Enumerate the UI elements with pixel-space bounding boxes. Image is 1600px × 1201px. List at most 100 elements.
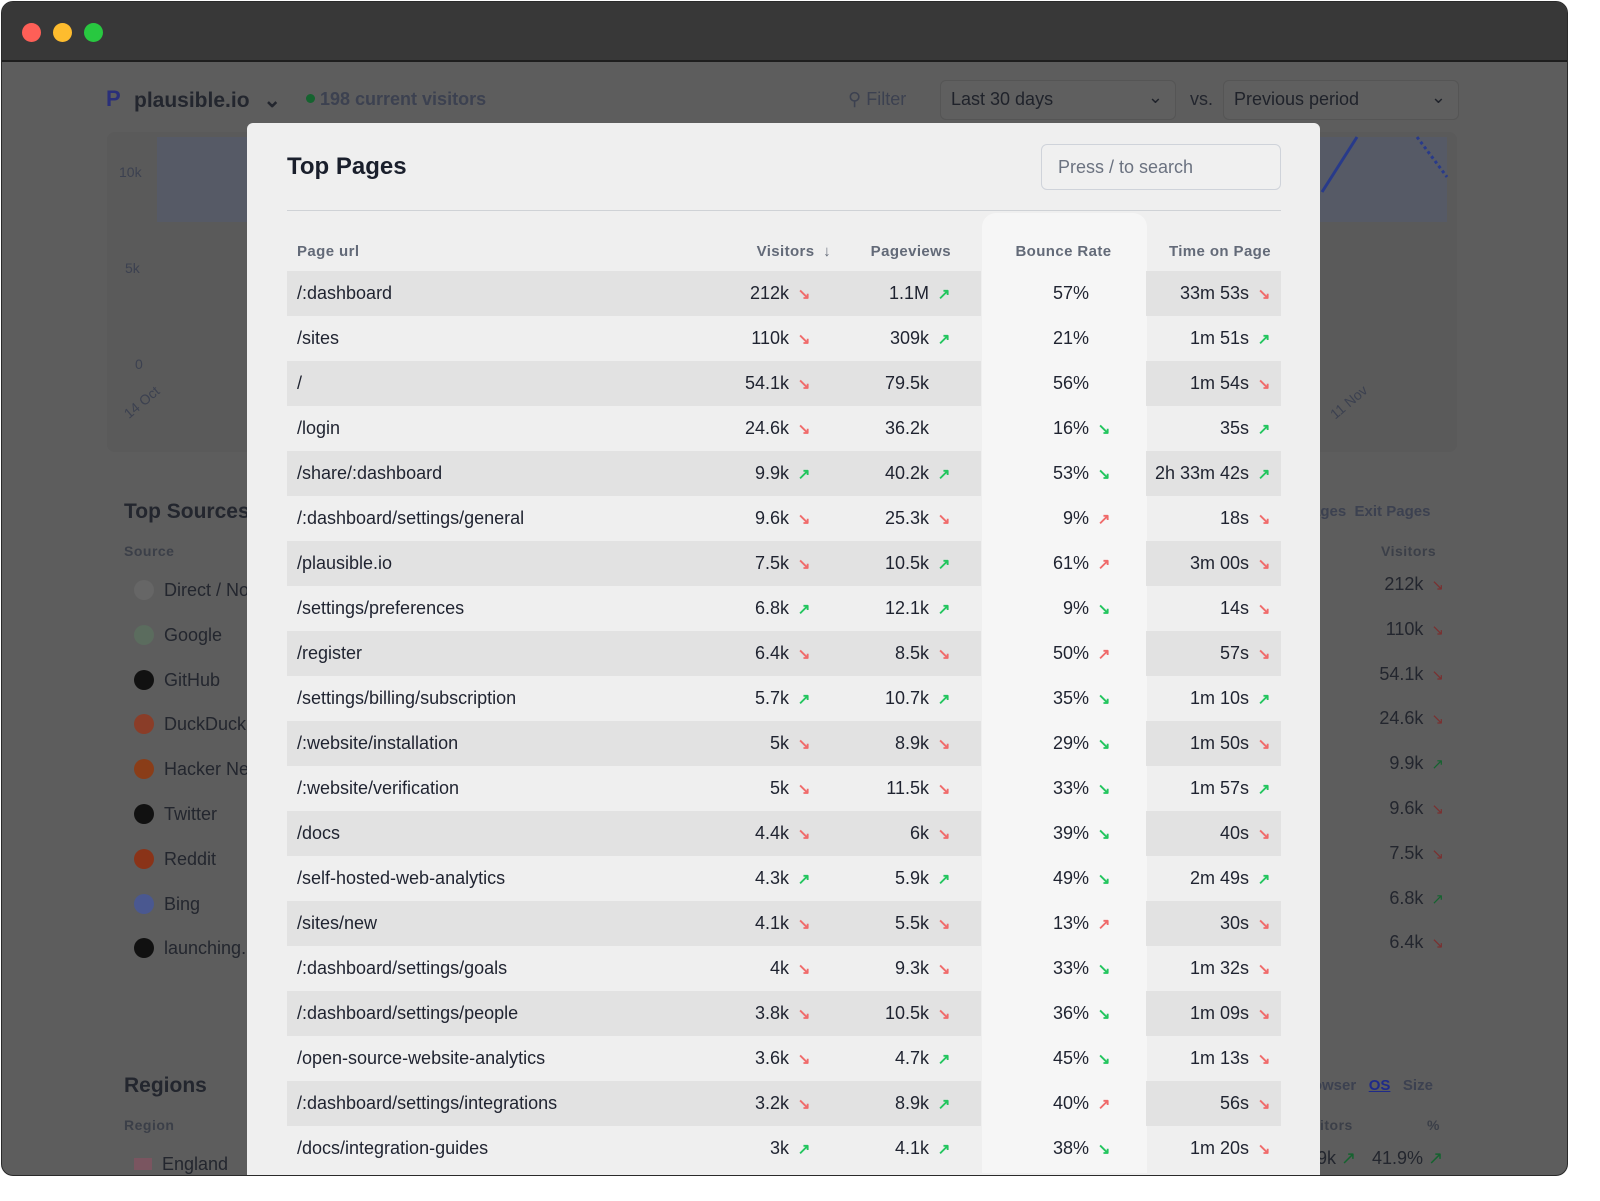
page-url-cell[interactable]: /:dashboard/settings/integrations	[287, 1081, 701, 1126]
maximize-window-button[interactable]	[84, 23, 103, 42]
time-on-page-value: 57s	[1219, 643, 1249, 663]
column-header-visitors[interactable]: Visitors ↓	[701, 231, 841, 271]
visitors-value: 54.1k	[1379, 663, 1424, 684]
page-url-cell[interactable]: /docs	[287, 811, 701, 856]
arrow-down-right-green-icon: ↘	[1097, 736, 1111, 753]
table-row[interactable]: /:dashboard/settings/goals 4k ↘ 9.3k ↘ 33% ↘ 1m…	[287, 946, 1281, 991]
page-url-cell[interactable]: /settings/billing/subscription	[297, 688, 517, 708]
source-item[interactable]: Reddit	[134, 848, 216, 870]
source-item[interactable]: Direct / No	[134, 580, 249, 601]
column-header-time-on-page[interactable]: Time on Page	[1168, 242, 1271, 260]
bounce-rate-value: 53%	[1052, 463, 1089, 483]
table-row[interactable]: /:dashboard/settings/integrations 3.2k ↘ 8.…	[287, 1081, 1281, 1126]
page-url-cell[interactable]: /register	[287, 631, 701, 676]
pageviews-value: 36.2k	[884, 418, 929, 438]
arrow-up-right-green-icon: ↗	[937, 331, 951, 348]
period-select[interactable]: Last 30 days ⌄	[940, 80, 1176, 120]
page-url-cell[interactable]: /settings/preferences	[297, 598, 465, 618]
visitors-value: 6.8k	[754, 598, 789, 618]
time-on-page-cell: 1m 51s ↗	[1146, 316, 1281, 361]
tab-os[interactable]: OS	[1368, 1077, 1391, 1094]
launching-icon	[134, 938, 154, 959]
table-row[interactable]: /login 24.6k ↘ 36.2k↗ 16% ↘ 35s ↗	[287, 406, 1281, 451]
source-item[interactable]: Bing	[134, 893, 200, 915]
bounce-rate-value: 40%	[1052, 1093, 1089, 1113]
site-switcher[interactable]: plausible.io ⌄	[134, 88, 281, 113]
source-item[interactable]: launching.	[134, 938, 246, 959]
source-item[interactable]: DuckDuck	[134, 714, 246, 735]
bounce-rate-value: 13%	[1052, 913, 1089, 933]
table-row[interactable]: /:dashboard/settings/general 9.6k ↘ 25.3k ↘ 9…	[287, 496, 1281, 541]
google-icon	[134, 624, 154, 645]
page-url-cell[interactable]: /sites	[297, 328, 340, 348]
page-url-cell[interactable]: /:dashboard/settings/general	[297, 508, 525, 528]
table-row[interactable]: /docs/integration-guides 3k ↗ 4.1k ↗ 38% ↘ 1m 2…	[287, 1126, 1281, 1171]
arrow-down-right-icon: ↘	[1431, 621, 1444, 639]
table-row[interactable]: /:website/verification 5k ↘ 11.5k ↘ 33% ↘ 1m 57…	[287, 766, 1281, 811]
page-url-cell[interactable]: /docs/integration-guides	[297, 1138, 489, 1158]
visitors-cell: 4.1k ↘	[701, 901, 841, 946]
arrow-down-right-red-icon: ↘	[1257, 286, 1271, 303]
page-url-cell[interactable]: /self-hosted-web-analytics	[297, 868, 506, 888]
arrow-up-right-red-icon: ↗	[1097, 646, 1111, 663]
page-url-cell[interactable]: /:dashboard/settings/goals	[297, 958, 508, 978]
bounce-rate-cell: 61% ↗	[981, 541, 1146, 586]
table-row[interactable]: /:dashboard 212k ↘ 1.1M ↗ 57%↗ 33m 53s ↘	[287, 271, 1281, 316]
visitors-column-header: itors	[1320, 1117, 1353, 1133]
table-row[interactable]: /share/:dashboard 9.9k ↗ 40.2k ↗ 53% ↘ 2h 33m 4…	[287, 451, 1281, 496]
visitors-value: 4.1k	[754, 913, 789, 933]
table-row[interactable]: /register 6.4k ↘ 8.5k ↘ 50% ↗ 57s ↘	[287, 631, 1281, 676]
column-header-bounce-rate[interactable]: Bounce Rate	[1015, 242, 1112, 260]
pageviews-cell: 40.2k ↗	[841, 451, 981, 496]
table-row[interactable]: /docs 4.4k ↘ 6k ↘ 39% ↘ 40s ↘	[287, 811, 1281, 856]
filter-button[interactable]: ⚲ Filter	[848, 89, 906, 110]
comparison-select[interactable]: Previous period ⌄	[1223, 80, 1459, 120]
column-header-page-url[interactable]: Page url	[297, 242, 360, 260]
vs-label: vs.	[1190, 89, 1214, 109]
page-url-cell[interactable]: /open-source-website-analytics	[297, 1048, 546, 1068]
table-row[interactable]: /settings/preferences 6.8k ↗ 12.1k ↗ 9% ↘ 14s ↘	[287, 586, 1281, 631]
minimize-window-button[interactable]	[53, 23, 72, 42]
source-item[interactable]: GitHub	[134, 669, 220, 691]
table-row[interactable]: /settings/billing/subscription 5.7k ↗ 10.7k…	[287, 676, 1281, 721]
table-row[interactable]: /self-hosted-web-analytics 4.3k ↗ 5.9k ↗ 49% ↘…	[287, 856, 1281, 901]
source-item[interactable]: Hacker Ne	[134, 759, 249, 780]
table-row[interactable]: /:dashboard/settings/people 3.8k ↘ 10.5k ↘ 36…	[287, 991, 1281, 1036]
visitors-value: 4.4k	[754, 823, 789, 843]
source-label: Google	[164, 624, 223, 645]
top-pages-modal: Top Pages Page url Visitors ↓ Pageviews …	[247, 123, 1320, 1175]
page-url-cell[interactable]: /login	[297, 418, 341, 438]
table-row[interactable]: /sites 110k ↘ 309k ↗ 21%↗ 1m 51s ↗	[287, 316, 1281, 361]
page-url-cell[interactable]: /sites/new	[287, 901, 701, 946]
pageviews-value: 12.1k	[884, 598, 929, 618]
table-row[interactable]: / 54.1k ↘ 79.5k↗56%↗ 1m 54s ↘	[287, 361, 1281, 406]
table-row[interactable]: /sites/new 4.1k ↘ 5.5k ↘ 13% ↗ 30s ↘	[287, 901, 1281, 946]
time-on-page-cell: 1m 54s ↘	[1146, 361, 1281, 406]
source-item[interactable]: Google	[134, 624, 223, 646]
page-url-cell[interactable]: /share/:dashboard	[287, 451, 701, 496]
current-visitors[interactable]: 198 current visitors	[306, 89, 486, 110]
tab-size[interactable]: Size	[1402, 1077, 1433, 1094]
table-row[interactable]: /plausible.io 7.5k ↘ 10.5k ↗ 61% ↗ 3m 00s ↘	[287, 541, 1281, 586]
page-url-cell[interactable]: /:dashboard/settings/people	[287, 991, 701, 1036]
table-row[interactable]: /:website/installation 5k ↘ 8.9k ↘ 29% ↘ 1m 50s…	[287, 721, 1281, 766]
search-input[interactable]	[1041, 144, 1281, 190]
tab-exit-pages[interactable]: Exit Pages	[1354, 503, 1431, 520]
page-url-cell[interactable]: /plausible.io	[287, 541, 701, 586]
column-header-pageviews[interactable]: Pageviews	[870, 242, 951, 260]
percent-value: 41.9%	[1372, 1148, 1424, 1168]
page-url-cell[interactable]: /:dashboard	[287, 271, 701, 316]
page-url-cell[interactable]: /:website/verification	[297, 778, 460, 798]
sorted-column-highlight	[982, 213, 1147, 1173]
close-window-button[interactable]	[22, 23, 41, 42]
pageviews-cell: 10.5k ↗	[841, 541, 981, 586]
top-sources-title: Top Sources	[124, 500, 250, 523]
source-item[interactable]: Twitter	[134, 804, 217, 825]
table-row[interactable]: /open-source-website-analytics 3.6k ↘ 4.7k ↗…	[287, 1036, 1281, 1081]
pageviews-cell: 10.5k ↘	[841, 991, 981, 1036]
arrow-down-right-red-icon: ↘	[797, 511, 811, 528]
page-url-cell[interactable]: /:website/installation	[287, 721, 701, 766]
visitors-cell: 54.1k ↘	[701, 361, 841, 406]
bounce-rate-value: 49%	[1052, 868, 1089, 888]
page-url-cell[interactable]: /	[287, 361, 701, 406]
